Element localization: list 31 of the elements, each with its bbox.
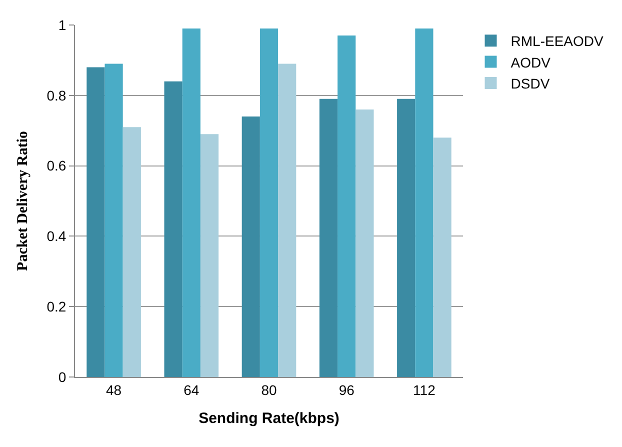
bar: [397, 98, 416, 377]
bar: [278, 64, 296, 377]
bar: [356, 109, 374, 377]
y-tick-label: 0.8: [46, 87, 66, 104]
bar: [164, 81, 182, 377]
y-tick-label: 0.6: [46, 158, 66, 174]
bar: [122, 127, 141, 377]
bar: [182, 28, 200, 377]
y-tick-label: 0.2: [46, 298, 66, 314]
x-tick-label: 48: [106, 382, 122, 398]
y-tick-label: 0: [58, 368, 66, 385]
y-axis-title: Packet Delivery Ratio: [14, 131, 31, 271]
bar: [319, 98, 338, 377]
bar: [86, 67, 105, 377]
x-tick-label: 80: [261, 382, 277, 398]
legend-label: DSDV: [510, 75, 550, 92]
x-axis-title: Sending Rate(kbps): [198, 410, 340, 427]
x-tick-label: 112: [413, 382, 436, 398]
bar: [338, 36, 356, 377]
bar: [433, 138, 452, 377]
x-tick-label: 96: [338, 382, 355, 398]
bar: [260, 28, 278, 377]
bar: [415, 28, 434, 377]
legend-label: RML-EEAODV: [510, 33, 604, 50]
legend-label: AODV: [510, 54, 552, 70]
bar: [242, 116, 260, 377]
bar: [104, 64, 123, 377]
y-tick-label: 1: [58, 16, 66, 33]
bar: [200, 134, 219, 377]
x-tick-label: 64: [184, 382, 200, 398]
y-tick-label: 0.4: [46, 228, 66, 244]
